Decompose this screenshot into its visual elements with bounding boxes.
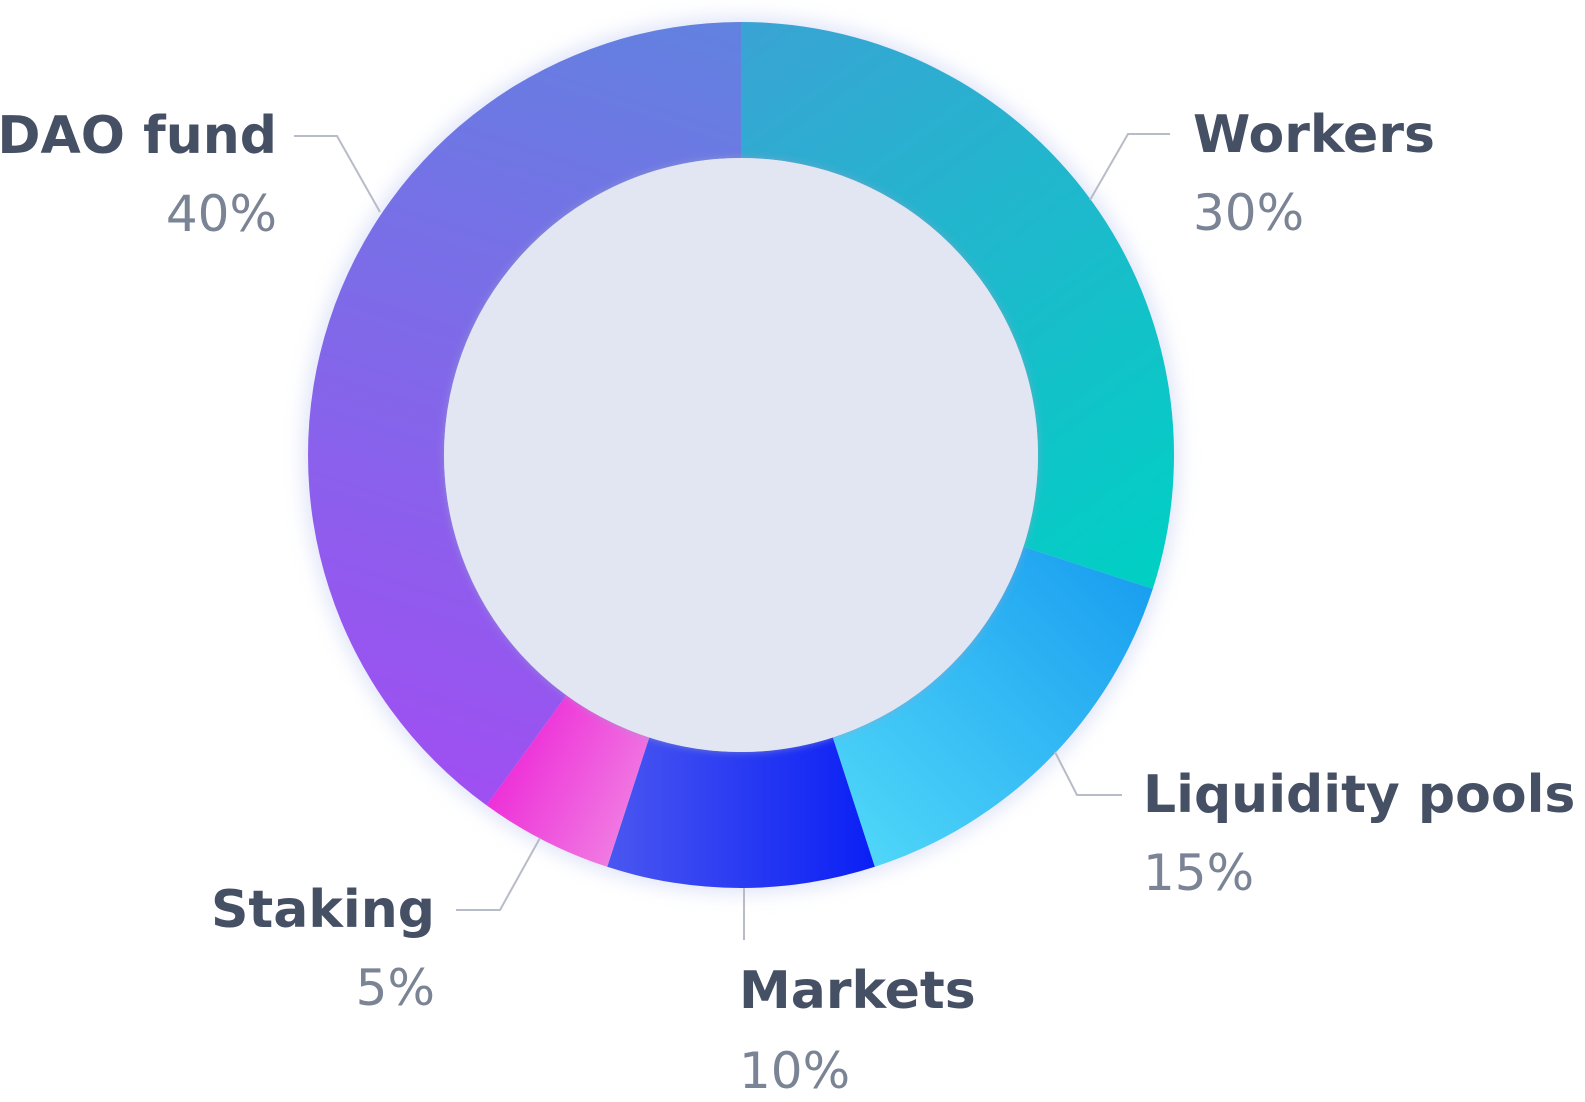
slice-value-liquidity-pools: 15% [1143,844,1254,902]
slice-dao-fund [308,22,741,806]
slice-label-dao-fund: DAO fund [0,106,277,166]
slice-workers [741,21,1175,589]
slice-staking [486,695,650,867]
leader-line-dao-fund [294,135,381,213]
slice-liquidity-pools [832,546,1153,867]
slice-value-dao-fund: 40% [166,185,277,243]
slice-markets [607,737,875,888]
slice-value-markets: 10% [739,1042,850,1100]
slice-label-liquidity-pools: Liquidity pools [1143,765,1575,825]
slice-value-staking: 5% [356,959,435,1017]
leader-line-liquidity-pools [1054,751,1122,796]
slice-label-workers: Workers [1193,105,1435,165]
leader-line-workers [1089,133,1170,201]
slice-label-staking: Staking [211,880,435,940]
donut-center [444,158,1038,752]
leader-line-staking [456,837,541,911]
slice-label-markets: Markets [739,961,976,1021]
slice-value-workers: 30% [1193,184,1304,242]
